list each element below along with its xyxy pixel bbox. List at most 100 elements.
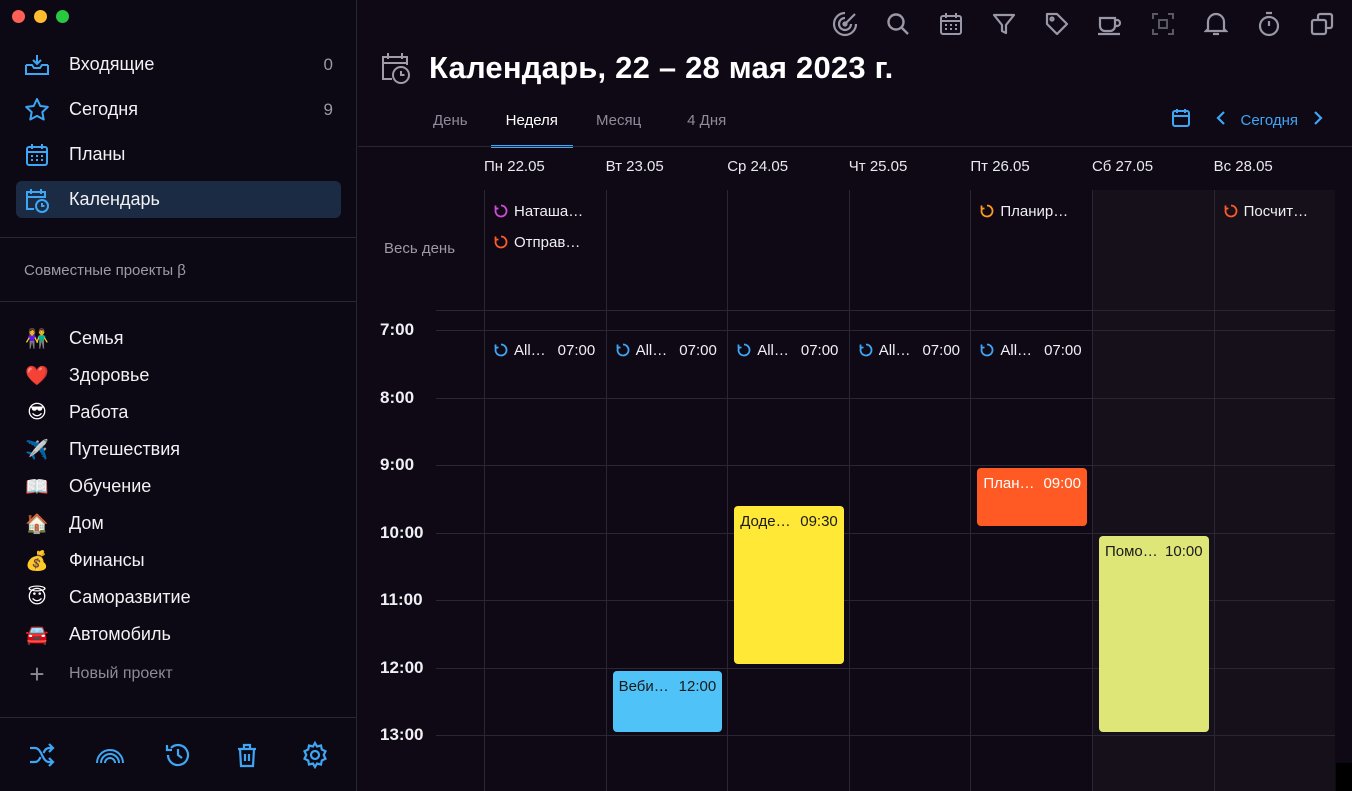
- event-title: Наташа…: [514, 202, 584, 220]
- day-header[interactable]: Вт 23.05: [605, 158, 664, 175]
- event-title: План…: [983, 475, 1035, 493]
- hour-label: 10:00: [380, 522, 424, 542]
- history-icon[interactable]: [162, 739, 194, 771]
- previous-week-icon[interactable]: [1215, 110, 1227, 131]
- timed-event[interactable]: Помо… 10:00: [1099, 535, 1209, 732]
- days-header: Пн 22.05 Вт 23.05 Ср 24.05 Чт 25.05 Пт 26.05…: [484, 158, 1335, 175]
- scrollbar[interactable]: [1336, 763, 1352, 791]
- filter-icon[interactable]: [986, 8, 1022, 40]
- event-title: All…: [878, 341, 911, 359]
- bell-icon[interactable]: [1198, 8, 1234, 40]
- project-emoji-icon: 😎: [27, 402, 47, 423]
- project-item[interactable]: 📖 Обучение: [24, 468, 344, 505]
- project-item[interactable]: 😎 Работа: [24, 394, 344, 431]
- hour-label: 9:00: [380, 455, 415, 474]
- day-column[interactable]: [484, 190, 606, 791]
- project-item[interactable]: 💰 Финансы: [24, 542, 344, 579]
- day-header[interactable]: Ср 24.05: [727, 158, 789, 175]
- day-header[interactable]: Вс 28.05: [1213, 158, 1273, 175]
- tab-week[interactable]: Неделя: [490, 102, 574, 148]
- day-column[interactable]: [605, 190, 728, 791]
- event-title: Доде…: [740, 512, 791, 530]
- screenshot-icon[interactable]: [1145, 8, 1181, 40]
- day-header[interactable]: Пн 22.05: [484, 158, 545, 175]
- zoom-window-button[interactable]: [56, 10, 69, 23]
- recurring-event[interactable]: All… 07:00: [980, 340, 1082, 360]
- event-title: Помо…: [1105, 542, 1158, 560]
- rainbow-icon[interactable]: [94, 739, 126, 771]
- day-column[interactable]: [970, 190, 1092, 791]
- repeat-ring-icon: [494, 204, 508, 218]
- timed-event[interactable]: План… 09:00: [977, 468, 1087, 526]
- page-title: Календарь, 22 – 28 мая 2023 г.: [429, 50, 894, 85]
- recurring-event[interactable]: All… 07:00: [616, 340, 717, 360]
- event-time: 07:00: [1044, 341, 1082, 359]
- recurring-event[interactable]: All… 07:00: [494, 340, 595, 360]
- repeat-ring-icon: [494, 235, 508, 249]
- project-item[interactable]: 🏠 Дом: [24, 505, 344, 542]
- coffee-icon[interactable]: [1092, 8, 1128, 40]
- nav-item-inbox[interactable]: Входящие 0: [16, 46, 341, 83]
- close-window-button[interactable]: [12, 10, 25, 23]
- project-item[interactable]: ✈️ Путешествия: [24, 431, 344, 468]
- sidebar-bottom-bar: [0, 718, 357, 791]
- search-icon[interactable]: [880, 8, 916, 40]
- hour-line: [436, 735, 1335, 736]
- next-week-icon[interactable]: [1312, 110, 1324, 131]
- project-item[interactable]: 👫 Семья: [24, 320, 344, 357]
- day-header[interactable]: Чт 25.05: [848, 158, 908, 175]
- day-header[interactable]: Сб 27.05: [1091, 158, 1154, 175]
- shared-projects-label[interactable]: Совместные проекты β: [24, 262, 186, 279]
- nav-item-today[interactable]: Сегодня 9: [16, 91, 341, 128]
- timer-icon[interactable]: [1251, 8, 1287, 40]
- nav-count: 9: [323, 99, 333, 119]
- view-tabs: День Неделя Месяц 4 Дня: [418, 102, 741, 148]
- tag-icon[interactable]: [1039, 8, 1075, 40]
- tab-day[interactable]: День: [433, 112, 468, 129]
- tab-month[interactable]: Месяц: [595, 112, 642, 129]
- tab-4-days[interactable]: 4 Дня: [687, 112, 727, 129]
- calendar-grid-icon: [24, 142, 50, 168]
- new-project-button[interactable]: + Новый проект: [24, 657, 344, 691]
- project-item[interactable]: ❤️ Здоровье: [24, 357, 344, 394]
- divider: [0, 237, 357, 238]
- day-column[interactable]: [848, 190, 971, 791]
- minimize-window-button[interactable]: [34, 10, 47, 23]
- shuffle-icon[interactable]: [26, 739, 58, 771]
- trash-icon[interactable]: [231, 739, 263, 771]
- today-button[interactable]: Сегодня: [1240, 112, 1299, 129]
- repeat-ring-icon: [616, 343, 629, 357]
- date-picker-icon[interactable]: [1171, 108, 1191, 133]
- hour-label: 12:00: [380, 657, 424, 677]
- project-emoji-icon: ❤️: [25, 365, 49, 387]
- projects-list: 👫 Семья ❤️ Здоровье 😎 Работа ✈️ Путешествия 📖 Обу…: [24, 320, 344, 691]
- all-day-event[interactable]: Посчит…: [1224, 201, 1308, 221]
- day-column[interactable]: [727, 190, 849, 791]
- timed-event[interactable]: Доде… 09:30: [734, 505, 844, 665]
- nav-item-calendar[interactable]: Календарь: [16, 181, 341, 218]
- all-day-event[interactable]: Отправ…: [494, 232, 580, 252]
- hour-line: [436, 330, 1335, 331]
- settings-icon[interactable]: [299, 739, 331, 771]
- project-label: Работа: [69, 402, 129, 422]
- repeat-ring-icon: [1224, 204, 1237, 218]
- recurring-event[interactable]: All… 07:00: [737, 340, 838, 360]
- repeat-ring-icon: [980, 204, 994, 218]
- calendar-icon[interactable]: [933, 8, 969, 40]
- title-row: Календарь, 22 – 28 мая 2023 г.: [380, 50, 893, 86]
- project-item[interactable]: 🚘 Автомобиль: [24, 616, 344, 653]
- day-header[interactable]: Пт 26.05: [970, 158, 1030, 175]
- windows-icon[interactable]: [1304, 8, 1340, 40]
- calendar-clock-icon: [24, 187, 50, 213]
- event-time: 12:00: [678, 677, 717, 695]
- focus-icon[interactable]: [827, 8, 863, 40]
- project-item[interactable]: 😇 Саморазвитие: [24, 579, 344, 616]
- day-column[interactable]: [1213, 190, 1336, 791]
- all-day-event[interactable]: Планир…: [980, 201, 1068, 221]
- nav-item-plans[interactable]: Планы: [16, 136, 341, 173]
- timed-event[interactable]: Веби… 12:00: [612, 670, 723, 732]
- all-day-event[interactable]: Наташа…: [494, 201, 583, 221]
- event-title: All…: [1000, 341, 1033, 359]
- event-title: Планир…: [1000, 202, 1069, 220]
- recurring-event[interactable]: All… 07:00: [859, 340, 960, 360]
